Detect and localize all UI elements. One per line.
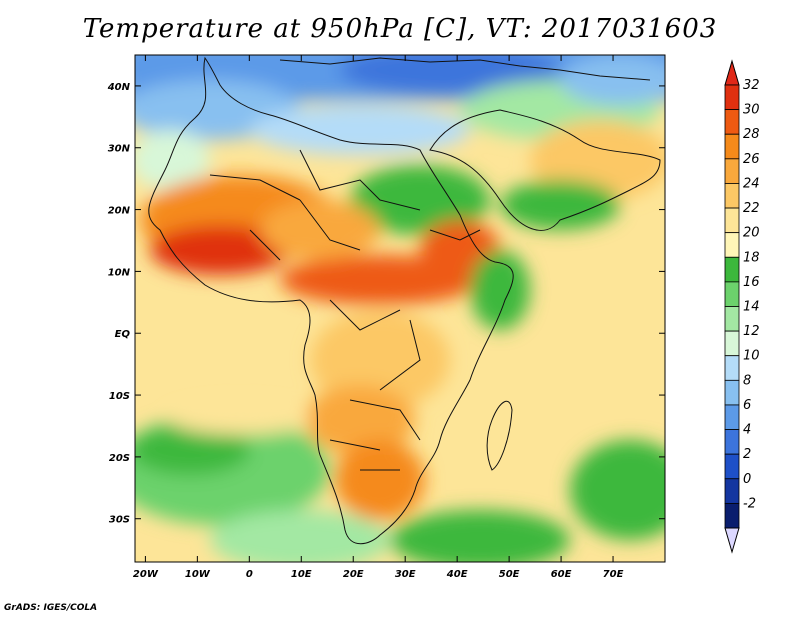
lon-tick-label: 10W [185, 569, 211, 580]
colorbar-swatch [724, 478, 740, 504]
colorbar-swatch [724, 232, 740, 258]
colorbar-swatch [724, 256, 740, 283]
colorbar-swatch [724, 379, 740, 406]
colorbar-swatch [724, 404, 740, 430]
colorbar-label: 18 [743, 250, 760, 265]
colorbar-label: 24 [743, 176, 760, 191]
lon-tick-label: 20E [343, 569, 364, 580]
map-frame [134, 54, 666, 563]
colorbar-swatch [724, 502, 740, 529]
colorbar-label: 30 [743, 103, 760, 118]
colorbar-swatch [724, 453, 740, 480]
colorbar-label: 32 [743, 78, 760, 93]
lat-tick-label: 20S [109, 453, 130, 464]
lat-tick-label: 30S [109, 515, 130, 526]
lat-tick-label: EQ [115, 329, 131, 340]
colorbar-swatch [724, 158, 740, 184]
colorbar-label: 14 [743, 300, 760, 315]
lon-tick-label: 0 [246, 569, 253, 580]
latitude-axis: 40N 30N 20N 10N EQ 10S 20S 30S [107, 82, 665, 526]
colorbar-label: 12 [743, 324, 760, 339]
lon-tick-label: 40E [446, 569, 468, 580]
colorbar-label: 2 [743, 447, 751, 462]
colorbar-swatch [724, 84, 740, 111]
colorbar-swatch [724, 281, 740, 307]
lat-tick-label: 10N [108, 267, 131, 278]
lon-tick-label: 50E [499, 569, 520, 580]
colorbar-label: 6 [743, 398, 751, 413]
colorbar-swatch [724, 355, 740, 381]
colorbar-swatch [724, 183, 740, 209]
lat-tick-label: 10S [109, 391, 130, 402]
colorbar-label: 16 [743, 275, 760, 290]
colorbar-label: 10 [743, 349, 760, 364]
colorbar-swatch [724, 429, 740, 455]
coastlines [148, 56, 661, 545]
lon-tick-label: 10E [291, 569, 312, 580]
grads-credit: GrADS: IGES/COLA [4, 603, 98, 613]
lat-tick-label: 20N [108, 206, 131, 217]
colorbar-label: 22 [743, 201, 760, 216]
colorbar-min-triangle [724, 527, 740, 554]
colorbar-swatch [724, 133, 740, 160]
colorbar-label: 28 [743, 127, 760, 142]
longitude-axis: 20W 10W 0 10E 20E 30E 40E 50E 60E 70E [133, 55, 624, 580]
lon-tick-label: 70E [603, 569, 624, 580]
lon-tick-label: 20W [133, 569, 159, 580]
colorbar-max-triangle [724, 59, 740, 86]
colorbar-label: 26 [743, 152, 760, 167]
colorbar-swatch [724, 330, 740, 357]
lat-tick-label: 40N [107, 82, 131, 93]
colorbar-label: -2 [743, 496, 756, 511]
temperature-field [135, 55, 665, 562]
colorbar-label: 20 [743, 226, 760, 241]
colorbar-label: 4 [743, 423, 751, 438]
map-title: Temperature at 950hPa [C], VT: 201703160… [82, 14, 718, 44]
colorbar-label: 8 [743, 373, 751, 388]
lon-tick-label: 30E [395, 569, 416, 580]
colorbar-label: 0 [743, 472, 751, 487]
colorbar-swatch [724, 207, 740, 234]
lon-tick-label: 60E [551, 569, 572, 580]
colorbar-swatch [724, 306, 740, 332]
lat-tick-label: 30N [108, 144, 131, 155]
colorbar-swatch [724, 109, 740, 135]
